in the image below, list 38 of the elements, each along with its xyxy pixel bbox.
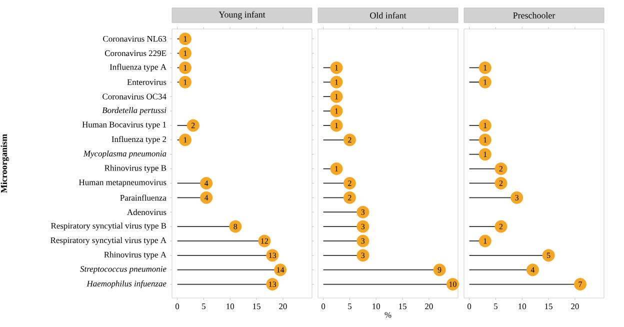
x-axis-title: % — [384, 312, 392, 318]
y-tick-label: Streptococcus pneumonie — [80, 266, 166, 274]
y-tick-label: Respiratory syncytial virus type B — [51, 222, 166, 230]
chart-title: Young infant — [218, 11, 266, 20]
x-tick-label: 5 — [494, 304, 498, 310]
y-tick-label: Human Bocavirus type 1 — [82, 122, 166, 130]
y-tick-label: Mycoplasma pneumonia — [83, 150, 166, 158]
y-tick-label: Rhinovirus type A — [104, 252, 166, 260]
y-tick-label: Parainfluenza — [120, 194, 166, 201]
y-tick-label: Haemophilus infuenzae — [86, 280, 166, 288]
y-axis-title: Microorganism — [0, 134, 9, 193]
x-tick-label: 5 — [348, 304, 352, 310]
y-tick-label: Enterovirus — [127, 79, 166, 85]
y-tick-label: Influenza type A — [110, 64, 166, 72]
x-tick-label: 5 — [202, 304, 206, 310]
x-tick-label: 0 — [176, 304, 180, 310]
y-tick-label: Bordetella pertussi — [102, 107, 166, 115]
y-tick-label: Coronavirus OC34 — [102, 94, 166, 100]
y-tick-label: Rhinovirus type B — [104, 164, 166, 173]
y-tick-label: Adenovirus — [127, 209, 166, 216]
x-tick-label: 10 — [518, 304, 526, 310]
x-tick-label: 15 — [253, 304, 260, 310]
x-tick-label: 15 — [545, 304, 552, 310]
x-tick-label: 10 — [226, 304, 234, 310]
y-tick-label: Respiratory syncytial virus type A — [50, 237, 166, 245]
y-tick-label: Coronavirus NL63 — [103, 36, 166, 42]
chart-title: Preschooler — [513, 12, 556, 18]
x-tick-label: 20 — [425, 304, 433, 310]
y-tick-label: Coronavirus 229E — [104, 50, 166, 56]
y-tick-label: Human metapneumovirus — [79, 180, 166, 187]
x-tick-label: 15 — [399, 304, 406, 310]
x-tick-label: 0 — [322, 304, 326, 310]
y-tick-label: Influenza type 2 — [112, 136, 166, 144]
x-tick-label: 20 — [571, 304, 579, 310]
x-tick-label: 0 — [468, 304, 472, 310]
x-tick-label: 10 — [372, 304, 380, 310]
chart-title: Old infant — [370, 12, 406, 19]
x-tick-label: 20 — [279, 304, 287, 310]
